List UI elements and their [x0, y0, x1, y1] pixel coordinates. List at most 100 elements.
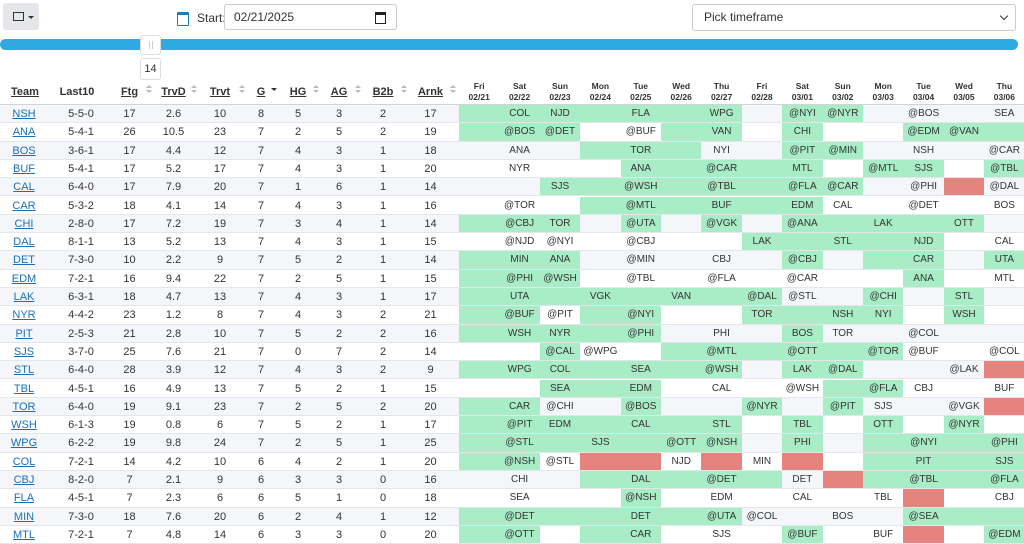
team-link[interactable]: NSH	[12, 108, 36, 120]
column-header[interactable]: Arnk	[417, 86, 444, 98]
game-cell: PIT	[903, 452, 944, 470]
stat-cell: 20	[424, 400, 437, 413]
game-cell: CBJ	[994, 492, 1014, 504]
team-link[interactable]: TBL	[13, 382, 35, 395]
stat-cell: 14	[424, 254, 437, 267]
stat-cell: 6-1-3	[68, 419, 94, 432]
slider-track[interactable]	[0, 39, 1018, 50]
game-cell: TOR	[741, 306, 783, 324]
stat-cell: 20	[424, 528, 437, 541]
date-header-date: 02/25	[630, 92, 652, 102]
stat-cell: 7.6	[165, 510, 182, 523]
team-link[interactable]: MIN	[13, 510, 35, 523]
game-cell: @MTL	[701, 342, 742, 361]
slider-handle[interactable]	[140, 35, 161, 55]
stat-cell: 9.8	[165, 437, 182, 450]
column-header[interactable]: TrvD	[161, 86, 186, 98]
game-cell	[540, 197, 580, 214]
game-cell: NYI	[713, 144, 730, 156]
table-row	[0, 379, 1024, 398]
stat-cell: 3	[294, 217, 302, 230]
date-header-date: 03/06	[993, 92, 1016, 102]
column-header[interactable]: Last10	[59, 86, 95, 98]
stat-cell: 19	[424, 126, 437, 139]
game-cell	[944, 142, 984, 159]
view-toggle-button[interactable]	[3, 3, 39, 30]
team-link[interactable]: DET	[13, 254, 35, 267]
game-cell: BUF	[873, 528, 894, 540]
stat-cell: 2-5-3	[68, 327, 94, 340]
team-link[interactable]: WPG	[10, 437, 38, 450]
game-cell: VAN	[661, 288, 702, 306]
stat-cell: 18	[424, 144, 437, 157]
team-link[interactable]: CHI	[14, 217, 34, 230]
game-cell	[580, 306, 621, 324]
column-header[interactable]: HG	[289, 86, 307, 98]
game-cell	[943, 507, 985, 525]
game-cell: @CAL	[539, 342, 581, 361]
stat-cell: 19	[123, 419, 136, 432]
game-cell: COL	[539, 361, 581, 379]
stat-cell: 6	[335, 181, 343, 194]
stat-cell: 17	[123, 217, 136, 230]
team-link[interactable]: EDM	[11, 272, 37, 285]
team-link[interactable]: PIT	[15, 327, 33, 340]
calendar-icon	[177, 12, 189, 26]
game-cell	[459, 105, 500, 123]
column-header[interactable]: B2b	[372, 86, 394, 98]
column-header[interactable]: Trvt	[209, 86, 231, 98]
game-cell	[984, 325, 1024, 342]
team-link[interactable]: WSH	[11, 419, 37, 432]
column-header[interactable]: AG	[330, 86, 348, 98]
date-input[interactable]: 02/21/2025	[224, 4, 397, 30]
game-cell: @CAR	[701, 159, 742, 178]
stat-cell: 10	[213, 455, 227, 468]
stat-cell: 21	[424, 309, 437, 322]
team-link[interactable]: BUF	[13, 162, 35, 175]
team-link[interactable]: COL	[12, 455, 36, 468]
team-link[interactable]: ANA	[12, 126, 36, 139]
team-link[interactable]: BOS	[12, 144, 36, 157]
game-cell	[661, 196, 702, 214]
column-header[interactable]: Team	[11, 86, 39, 98]
team-link[interactable]: STL	[13, 364, 35, 377]
stat-cell: 2.2	[165, 254, 182, 267]
game-cell: NYR	[539, 324, 581, 342]
game-cell: NJD	[903, 233, 944, 251]
date-header-day: Tue	[916, 81, 931, 91]
stat-cell: 24	[213, 437, 227, 450]
game-cell	[944, 270, 984, 287]
game-cell	[661, 233, 701, 250]
game-cell	[580, 324, 621, 342]
game-cell	[459, 178, 499, 195]
game-cell: @TBL	[903, 471, 944, 489]
team-link[interactable]: CAR	[12, 199, 36, 212]
team-link[interactable]: CBJ	[13, 474, 35, 486]
team-link[interactable]: NYR	[12, 309, 36, 322]
team-link[interactable]: DAL	[13, 236, 35, 249]
stat-cell: 3	[335, 108, 343, 120]
game-cell: @NYR	[943, 416, 985, 434]
stat-cell: 7-2-1	[68, 455, 94, 468]
game-cell: MTL	[994, 272, 1015, 284]
team-link[interactable]: LAK	[13, 291, 35, 303]
column-header[interactable]: Ftg	[120, 86, 139, 98]
stat-cell: 14	[123, 455, 136, 468]
team-link[interactable]: CAL	[13, 181, 35, 194]
game-cell: @MTL	[620, 196, 661, 214]
game-cell	[903, 288, 943, 305]
stat-cell: 4	[294, 291, 302, 303]
column-header[interactable]: G	[256, 86, 266, 98]
stat-cell: 10.5	[162, 126, 185, 139]
game-cell	[984, 215, 1024, 232]
game-cell	[661, 489, 701, 506]
timeframe-select[interactable]: Pick timeframe	[692, 4, 1016, 31]
game-cell	[540, 471, 580, 488]
stat-cell: 6-4-0	[68, 364, 94, 377]
game-cell: CBJ	[914, 382, 934, 394]
team-link[interactable]: SJS	[13, 345, 35, 358]
team-link[interactable]: TOR	[12, 400, 36, 413]
team-link[interactable]: FLA	[13, 492, 35, 505]
game-cell: @PIT	[822, 397, 863, 416]
team-link[interactable]: MTL	[13, 528, 35, 541]
